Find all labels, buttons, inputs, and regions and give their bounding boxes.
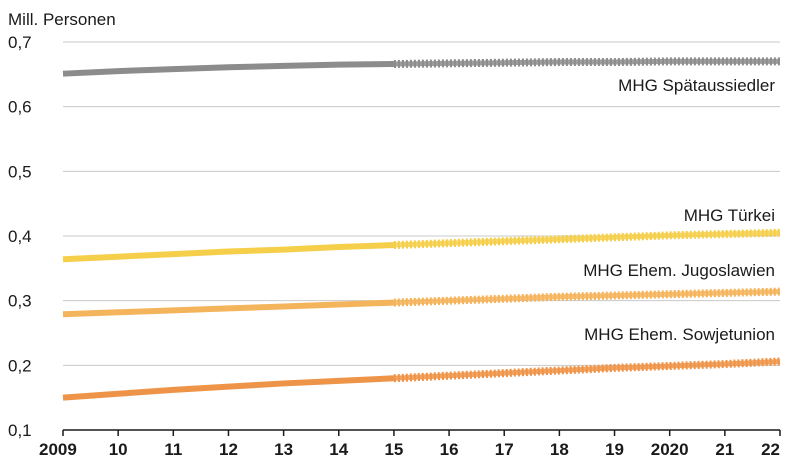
series-label-sowjetunion: MHG Ehem. Sowjetunion [584,325,775,344]
y-tick-label: 0,1 [8,421,32,440]
x-tick-label: 22 [761,440,780,459]
x-tick-label: 13 [274,440,293,459]
x-tick-label: 2009 [39,440,77,459]
series-projection-core-2 [393,289,781,306]
x-tick-label: 14 [329,440,348,459]
series-line-1 [62,242,395,263]
series-label-jugoslawien: MHG Ehem. Jugoslawien [583,261,775,280]
x-tick-label: 11 [164,440,182,459]
y-axis-ticks: 0,1 0,2 0,3 0,4 0,5 0,6 0,7 [8,33,32,440]
series-projection-core-0 [393,58,780,67]
series-line-2 [62,299,395,318]
y-tick-label: 0,3 [8,292,32,311]
y-tick-label: 0,5 [8,162,32,181]
x-tick-label: 15 [384,440,403,459]
y-tick-label: 0,2 [8,356,32,375]
y-tick-label: 0,4 [8,227,32,246]
y-tick-label: 0,6 [8,98,32,117]
x-tick-label: 17 [495,440,514,459]
series-line-0 [62,60,394,77]
y-axis-label: Mill. Personen [8,10,116,29]
x-tick-label: 18 [550,440,569,459]
series-lines [62,57,781,401]
series-projection-core-3 [393,358,781,381]
x-tick-label: 12 [219,440,238,459]
y-tick-label: 0,7 [8,33,32,52]
series-label-tuerkei: MHG Türkei [684,206,775,225]
x-tick-label: 2020 [651,440,689,459]
x-tick-label: 10 [109,440,128,459]
x-axis-ticks: 2009 10 11 12 13 14 15 16 17 18 19 2020 21 22 [39,430,781,459]
x-tick-label: 16 [440,440,459,459]
x-tick-label: 19 [605,440,624,459]
series-line-3 [62,375,395,401]
series-labels: MHG Spätaussiedler MHG Türkei MHG Ehem. … [583,76,775,344]
series-label-spaetaussiedler: MHG Spätaussiedler [618,76,775,95]
series-projection-core-1 [393,230,781,248]
x-tick-label: 21 [715,440,734,459]
